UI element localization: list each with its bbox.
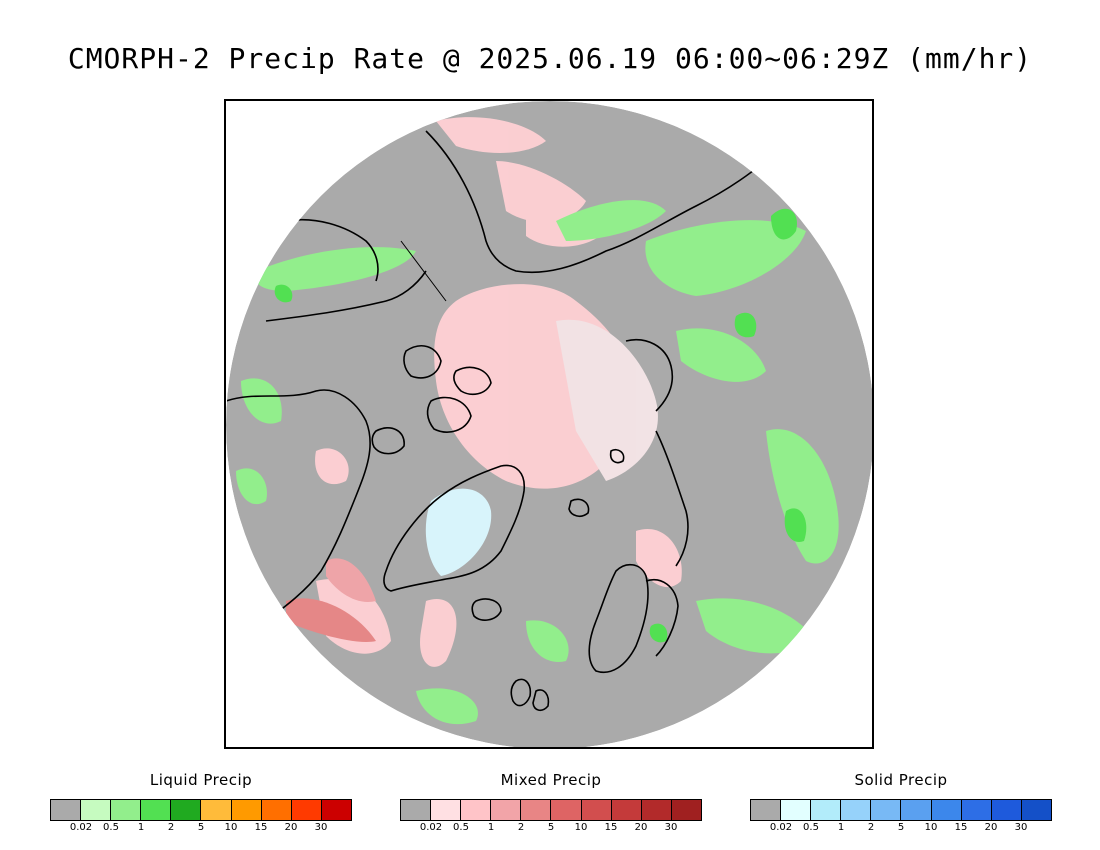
legend-liquid-tick-label: 0.02: [69, 822, 93, 833]
solid-precip-areas: [425, 488, 492, 576]
legend-liquid-tick-label: 20: [284, 822, 298, 833]
legend-mixed-tick-label: 15: [604, 822, 618, 833]
legend-mixed-swatch-5: [551, 800, 582, 820]
legend-solid-tick-label: 15: [954, 822, 968, 833]
polar-precipitation-map: [226, 101, 872, 747]
legend-solid-tick-label: 10: [924, 822, 938, 833]
heavy-liquid-cells: [274, 208, 807, 643]
legend-mixed-tick-label: 0.02: [419, 822, 443, 833]
legend-liquid-tick-label: 0.5: [103, 822, 119, 833]
legend-mixed-swatch-6: [581, 800, 612, 820]
legend-mixed-swatch-3: [491, 800, 522, 820]
legend-mixed-swatches: [400, 799, 702, 821]
legend-liquid-tick-label: 5: [197, 822, 205, 833]
legend-solid-tick-label: 0.02: [769, 822, 793, 833]
border-line: [400, 240, 447, 302]
legend-solid-tick-label: 30: [1014, 822, 1028, 833]
legend-solid-tick-label: 5: [897, 822, 905, 833]
legend-liquid-swatch-0: [51, 800, 82, 820]
legend-liquid-tick-label: 1: [137, 822, 145, 833]
legend-liquid-swatch-5: [201, 800, 232, 820]
legend-mixed-tick-label: 5: [547, 822, 555, 833]
legend-solid-swatch-9: [1021, 800, 1051, 820]
legend-liquid-swatch-6: [231, 800, 262, 820]
legend-mixed-swatch-8: [641, 800, 672, 820]
legend-liquid-swatch-1: [81, 800, 112, 820]
legend-solid-tick-label: 1: [837, 822, 845, 833]
legend-liquid-tick-label: 2: [167, 822, 175, 833]
legend-solid-swatch-8: [991, 800, 1022, 820]
coastlines: [226, 130, 777, 712]
legend-liquid-swatch-8: [291, 800, 322, 820]
legend-solid-swatch-3: [841, 800, 872, 820]
legend-solid-swatch-4: [871, 800, 902, 820]
legend-mixed-ticks: 0.02 0.5 1 2 5 10 15 20 30: [400, 822, 702, 836]
legend-solid: Solid Precip 0.02 0.5 1 2 5 10 15 20 30: [750, 770, 1052, 836]
legend-mixed-swatch-4: [521, 800, 552, 820]
legend-liquid-title: Liquid Precip: [149, 771, 253, 789]
map-disc: [226, 101, 872, 747]
legend-solid-swatch-2: [811, 800, 842, 820]
legend-mixed-tick-label: 2: [517, 822, 525, 833]
legend-solid-swatch-5: [901, 800, 932, 820]
legend-solid-swatches: [750, 799, 1052, 821]
legend-solid-ticks: 0.02 0.5 1 2 5 10 15 20 30: [750, 822, 1052, 836]
legend-mixed-swatch-7: [611, 800, 642, 820]
legend-liquid-tick-label: 30: [314, 822, 328, 833]
legend-liquid-swatch-3: [141, 800, 172, 820]
legend-solid-tick-label: 2: [867, 822, 875, 833]
legend-solid-swatch-0: [751, 800, 782, 820]
legend-mixed-tick-label: 1: [487, 822, 495, 833]
legend-solid-swatch-7: [961, 800, 992, 820]
legend-liquid-swatch-2: [111, 800, 142, 820]
legend-liquid-swatches: [50, 799, 352, 821]
legend-solid-tick-label: 0.5: [803, 822, 819, 833]
legend-mixed-tick-label: 0.5: [453, 822, 469, 833]
legend-liquid-swatch-4: [171, 800, 202, 820]
legend-solid-swatch-1: [781, 800, 812, 820]
legend-liquid-swatch-9: [321, 800, 351, 820]
legend-liquid-ticks: 0.02 0.5 1 2 5 10 15 20 30: [50, 822, 352, 836]
legend-mixed-tick-label: 20: [634, 822, 648, 833]
legend-mixed-title: Mixed Precip: [500, 771, 602, 789]
legend-liquid-tick-label: 10: [224, 822, 238, 833]
legend-mixed-swatch-1: [431, 800, 462, 820]
legend-liquid: Liquid Precip 0.02 0.5 1 2 5 10 15 20 30: [50, 770, 352, 836]
legend-liquid-tick-label: 15: [254, 822, 268, 833]
legend-solid-title: Solid Precip: [854, 771, 948, 789]
legend-solid-swatch-6: [931, 800, 962, 820]
legend-mixed: Mixed Precip 0.02 0.5 1 2 5 10 15 20 30: [400, 770, 702, 836]
legend-mixed-swatch-2: [461, 800, 492, 820]
legend-mixed-swatch-0: [401, 800, 432, 820]
legend-liquid-swatch-7: [261, 800, 292, 820]
legend-solid-tick-label: 20: [984, 822, 998, 833]
legend-mixed-swatch-9: [671, 800, 701, 820]
mixed-precip-areas: [286, 117, 682, 667]
legend-mixed-tick-label: 30: [664, 822, 678, 833]
map-title: CMORPH-2 Precip Rate @ 2025.06.19 06:00~…: [67, 42, 1033, 75]
map-frame: [224, 99, 874, 749]
legend-mixed-tick-label: 10: [574, 822, 588, 833]
